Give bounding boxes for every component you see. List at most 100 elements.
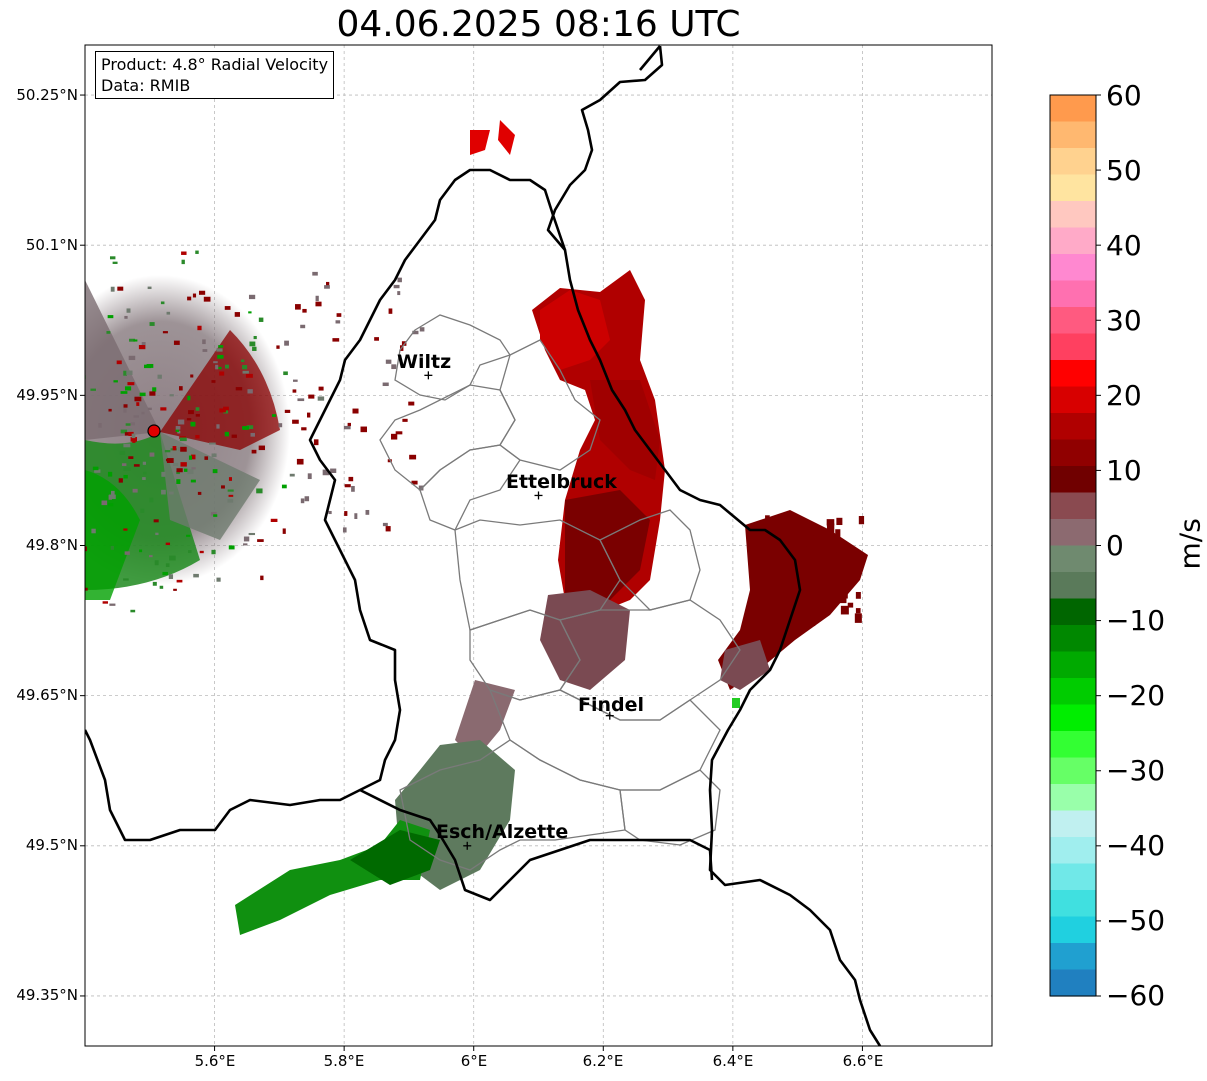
radar-speckle: [344, 484, 351, 488]
radar-speckle: [348, 476, 354, 482]
radar-speckle: [123, 578, 129, 581]
radar-speckle: [178, 386, 183, 391]
radar-speckle: [117, 286, 124, 291]
radar-speckle: [777, 594, 782, 604]
radar-speckle: [162, 571, 168, 576]
x-tick-label: 6.6°E: [842, 1052, 884, 1070]
radar-speckle: [144, 364, 151, 369]
radar-speckle: [149, 555, 153, 558]
radar-speckle: [792, 566, 798, 571]
radar-speckle: [192, 293, 197, 298]
radar-speckle: [836, 550, 845, 560]
radar-speckle: [854, 613, 862, 623]
radar-speckle: [251, 449, 257, 454]
radar-speckle: [365, 509, 370, 515]
radar-speckle: [130, 436, 137, 442]
radar-speckle: [107, 315, 114, 319]
radar-echo-east-cell: [718, 510, 868, 690]
radar-speckle: [107, 471, 113, 477]
radar-speckle: [169, 555, 176, 561]
colorbar-segment: [1050, 678, 1096, 706]
radar-speckle: [101, 500, 108, 506]
radar-speckle: [324, 285, 330, 289]
radar-speckle: [108, 408, 112, 412]
radar-speckle: [847, 602, 854, 608]
radar-speckle: [165, 458, 173, 462]
radar-speckle: [284, 409, 291, 413]
radar-speckle: [248, 294, 256, 300]
radar-speckle: [248, 532, 256, 536]
radar-speckle: [826, 523, 835, 534]
radar-speckle: [152, 387, 157, 392]
radar-speckle: [149, 497, 154, 503]
colorbar-segment: [1050, 439, 1096, 467]
radar-speckle: [234, 312, 240, 317]
radar-speckle: [186, 534, 191, 537]
radar-speckle: [166, 311, 171, 315]
colorbar-segment: [1050, 784, 1096, 812]
colorbar-tick-label: −40: [1106, 829, 1166, 862]
radar-speckle: [123, 528, 128, 531]
radar-speckle: [302, 308, 307, 313]
colorbar-segment: [1050, 916, 1096, 944]
radar-speckle: [216, 424, 220, 429]
radar-speckle: [318, 386, 324, 391]
radar-speckle: [127, 382, 135, 386]
radar-speckle: [51, 334, 57, 338]
radar-speckle: [760, 562, 768, 570]
radar-speckle: [128, 456, 134, 459]
radar-speckle: [211, 380, 216, 383]
radar-speckle: [217, 354, 224, 359]
radar-speckle: [69, 437, 74, 442]
radar-speckle: [175, 427, 180, 432]
radar-speckle: [215, 364, 219, 370]
radar-speckle: [165, 563, 170, 567]
radar-speckle: [855, 608, 861, 614]
radar-speckle: [98, 423, 102, 428]
radar-speckle: [213, 514, 218, 517]
radar-speckle: [243, 543, 248, 546]
radar-speckle: [53, 515, 59, 518]
radar-speckle: [231, 434, 237, 438]
radar-speckle: [124, 432, 129, 436]
radar-speckle: [49, 292, 52, 296]
radar-speckle: [199, 550, 204, 554]
radar-speckle: [224, 431, 229, 437]
radar-speckle: [278, 423, 283, 428]
radar-speckle: [180, 462, 187, 467]
radar-speckle: [221, 485, 225, 489]
product-info-box: Product: 4.8° Radial Velocity Data: RMIB: [95, 51, 335, 99]
radar-speckle: [227, 499, 234, 503]
radar-speckle: [102, 601, 108, 604]
radar-speckle: [154, 560, 159, 566]
radar-speckle: [77, 446, 82, 448]
radar-speckle: [317, 396, 325, 401]
canton-boundaries: [379, 314, 741, 871]
colorbar-segment: [1050, 201, 1096, 229]
radar-speckle: [125, 423, 131, 426]
radar-speckle: [198, 290, 206, 295]
radar-speckle: [181, 259, 185, 265]
radar-speckle: [130, 422, 135, 426]
radar-speckle: [330, 468, 337, 474]
x-tick-label: 6.4°E: [712, 1052, 754, 1070]
radar-speckle: [149, 322, 155, 326]
radar-speckle: [347, 422, 351, 427]
radar-speckle: [342, 527, 347, 533]
radar-speckle: [168, 574, 174, 579]
radar-speckle: [800, 581, 807, 586]
radar-speckle: [128, 355, 136, 361]
radar-speckle: [855, 591, 861, 599]
radar-speckle: [131, 433, 136, 439]
y-tick-label: 49.5°N: [25, 836, 78, 854]
radar-speckle: [121, 463, 127, 466]
radar-speckle: [840, 605, 849, 615]
radar-speckle: [228, 494, 234, 497]
colorbar-segment: [1050, 227, 1096, 255]
radar-speckle: [835, 529, 841, 537]
radar-speckle: [840, 593, 848, 599]
radar-speckle: [123, 404, 128, 408]
radar-speckle: [175, 426, 181, 430]
radar-speckle: [138, 345, 146, 350]
radar-speckle: [69, 282, 72, 285]
